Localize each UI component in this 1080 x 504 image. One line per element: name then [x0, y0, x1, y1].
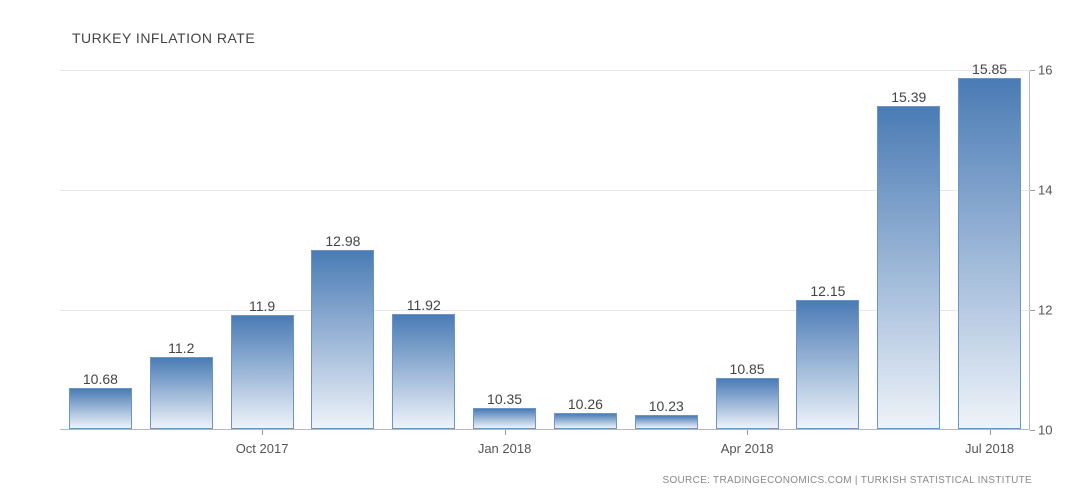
chart-title: TURKEY INFLATION RATE [72, 30, 255, 46]
bar [150, 357, 213, 429]
y-tick-mark [1030, 430, 1035, 431]
y-tick-mark [1030, 70, 1035, 71]
x-axis-line [60, 429, 1030, 430]
plot-area: 1012141610.6811.211.912.9811.9210.3510.2… [60, 70, 1030, 430]
gridline [60, 70, 1030, 71]
bar-value-label: 10.23 [649, 398, 684, 414]
bar [69, 388, 132, 429]
bar-value-label: 10.85 [730, 361, 765, 377]
bar-value-label: 11.9 [249, 298, 275, 314]
y-tick-mark [1030, 310, 1035, 311]
bar [392, 314, 455, 429]
y-axis-line [1029, 70, 1030, 430]
x-tick-mark [747, 430, 748, 435]
y-tick-mark [1030, 190, 1035, 191]
x-tick-label: Jan 2018 [478, 441, 532, 456]
bar [231, 315, 294, 429]
bar-value-label: 10.35 [487, 391, 522, 407]
bar [554, 413, 617, 429]
bar-value-label: 12.98 [325, 233, 360, 249]
y-tick-label: 12 [1038, 303, 1068, 318]
bar-value-label: 12.15 [810, 283, 845, 299]
source-attribution: SOURCE: TRADINGECONOMICS.COM | TURKISH S… [662, 475, 1032, 486]
x-tick-mark [990, 430, 991, 435]
bar-value-label: 11.2 [168, 340, 194, 356]
bar [796, 300, 859, 429]
bar-value-label: 15.39 [891, 89, 926, 105]
y-tick-label: 16 [1038, 63, 1068, 78]
bar-value-label: 15.85 [972, 61, 1007, 77]
bar-value-label: 11.92 [407, 297, 441, 313]
chart-container: TURKEY INFLATION RATE 10 12 14 16 10.68 11.2 1… [0, 0, 1080, 504]
bar [716, 378, 779, 429]
x-tick-label: Jul 2018 [965, 441, 1014, 456]
bar [311, 250, 374, 429]
bar [473, 408, 536, 429]
bar [877, 106, 940, 429]
bar [958, 78, 1021, 429]
bar-value-label: 10.68 [83, 371, 118, 387]
bar [635, 415, 698, 429]
y-tick-label: 14 [1038, 183, 1068, 198]
bar-value-label: 10.26 [568, 396, 603, 412]
x-tick-mark [505, 430, 506, 435]
x-tick-mark [262, 430, 263, 435]
x-tick-label: Apr 2018 [721, 441, 774, 456]
x-tick-label: Oct 2017 [236, 441, 289, 456]
y-tick-label: 10 [1038, 423, 1068, 438]
